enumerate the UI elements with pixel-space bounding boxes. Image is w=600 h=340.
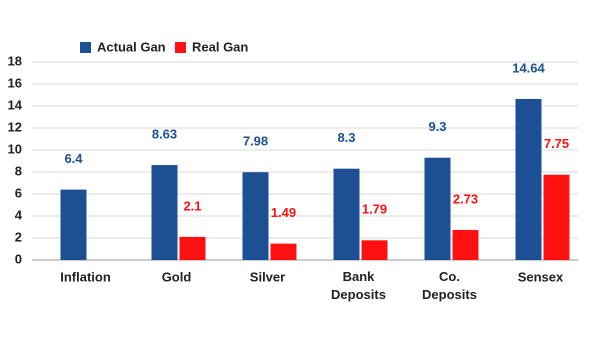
bar — [151, 165, 178, 260]
y-tick-label: 4 — [15, 207, 23, 222]
bar — [424, 157, 451, 260]
x-tick-label: Sensex — [518, 269, 564, 284]
y-tick-label: 0 — [15, 251, 22, 266]
y-tick-label: 2 — [15, 229, 22, 244]
y-tick-label: 12 — [8, 119, 22, 134]
data-label: 6.4 — [64, 151, 83, 166]
data-label: 2.73 — [453, 191, 478, 206]
data-label: 8.63 — [152, 127, 177, 142]
data-label: 1.49 — [271, 205, 296, 220]
legend-swatch — [80, 42, 91, 53]
data-label: 7.75 — [544, 136, 569, 151]
bar — [60, 189, 87, 260]
legend-swatch — [175, 42, 186, 53]
bar — [515, 98, 542, 261]
bar — [270, 243, 297, 260]
data-label: 7.98 — [243, 134, 268, 149]
x-tick-label: Gold — [162, 269, 192, 284]
x-tick-label: Inflation — [60, 269, 111, 284]
y-tick-label: 10 — [8, 141, 22, 156]
bar — [333, 168, 360, 260]
data-label: 9.3 — [428, 119, 446, 134]
data-label: 1.79 — [362, 202, 387, 217]
bar — [452, 229, 479, 260]
y-tick-label: 16 — [8, 75, 22, 90]
x-tick-label: Co. Deposits — [422, 269, 477, 302]
y-tick-label: 14 — [8, 97, 23, 112]
x-tick-label: Bank Deposits — [331, 269, 386, 302]
y-tick-label: 6 — [15, 185, 22, 200]
bar — [361, 240, 388, 260]
bar — [179, 236, 206, 260]
y-tick-label: 18 — [8, 53, 22, 68]
data-label: 8.3 — [337, 130, 355, 145]
x-tick-label: Silver — [250, 269, 285, 284]
bar — [242, 172, 269, 260]
legend-label: Actual Gan — [97, 39, 166, 54]
bar — [543, 174, 570, 260]
data-label: 14.64 — [512, 60, 545, 75]
y-tick-label: 8 — [15, 163, 22, 178]
data-label: 2.1 — [183, 198, 201, 213]
legend-label: Real Gan — [192, 39, 248, 54]
